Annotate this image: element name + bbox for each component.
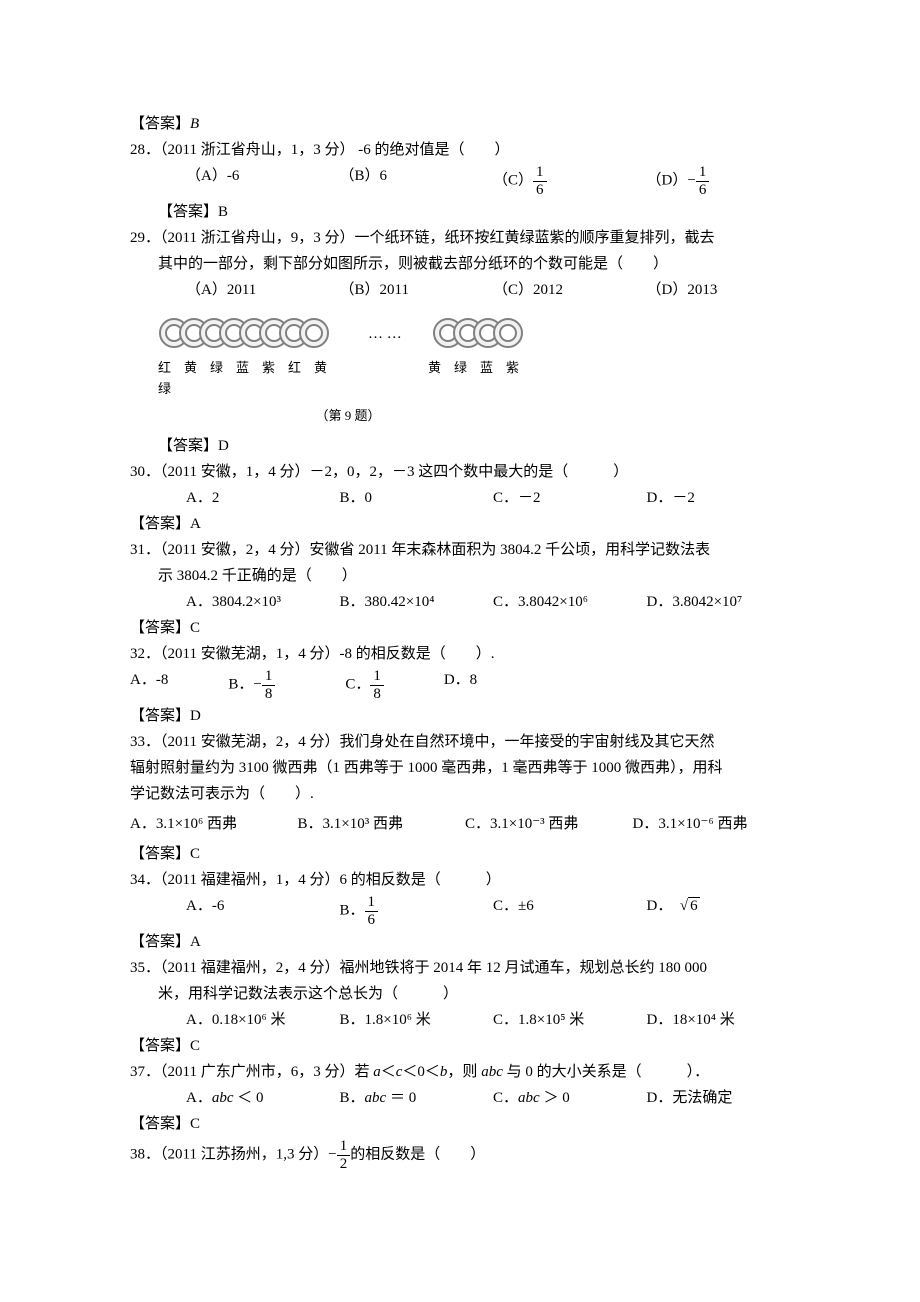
fraction: 16 (533, 164, 547, 198)
answer-34: 【答案】A (130, 930, 800, 954)
right-chain (434, 319, 522, 347)
opt-b: B．16 (340, 894, 494, 928)
q28-options: （A）-6 （B）6 （C）16 （D）−16 (130, 164, 800, 198)
q29-options: （A）2011 （B）2011 （C）2012 （D）2013 (130, 278, 800, 302)
q35-stem2: 米，用科学记数法表示这个总长为（ ） (130, 982, 800, 1006)
q31-stem2: 示 3804.2 千正确的是（ ） (130, 564, 800, 588)
opt-b: B．−18 (228, 668, 275, 702)
opt-d: D．无法确定 (647, 1086, 801, 1110)
q-num: 28． (130, 142, 160, 158)
opt-a: A．-6 (186, 894, 340, 928)
answer-31: 【答案】C (130, 616, 800, 640)
fraction: 16 (696, 164, 710, 198)
answer-37: 【答案】C (130, 1112, 800, 1136)
q33-options: A．3.1×10⁶ 西弗 B．3.1×10³ 西弗 C．3.1×10⁻³ 西弗 … (130, 812, 800, 836)
q32-options: A．-8 B．−18 C．18 D．8 (130, 668, 800, 702)
opt-d: D．8 (444, 668, 477, 702)
opt-d: D．3.1×10⁻⁶ 西弗 (633, 812, 801, 836)
opt-a: （A）-6 (186, 164, 340, 198)
left-labels: 红 黄 绿 蓝 紫 红 黄 绿 (158, 358, 338, 400)
opt-c: （C）16 (493, 164, 647, 198)
opt-a: A．3.1×10⁶ 西弗 (130, 812, 298, 836)
q33-stem: 33．（2011 安徽芜湖，2，4 分）我们身处在自然环境中，一年接受的宇宙射线… (130, 730, 800, 754)
opt-a: A．abc ＜ 0 (186, 1086, 340, 1110)
q-text: （2011 浙江省舟山，1，3 分） -6 的绝对值是（ ） (160, 142, 509, 158)
opt-b: B．1.8×10⁶ 米 (340, 1008, 494, 1032)
opt-c: C．1.8×10⁵ 米 (493, 1008, 647, 1032)
q34-stem: 34．（2011 福建福州，1，4 分）6 的相反数是（ ） (130, 868, 800, 892)
answer-28: 【答案】B (130, 200, 800, 224)
opt-c: C．3.8042×10⁶ (493, 590, 647, 614)
q37-options: A．abc ＜ 0 B．abc ＝ 0 C．abc ＞ 0 D．无法确定 (130, 1086, 800, 1110)
opt-b: B．abc ＝ 0 (340, 1086, 494, 1110)
opt-a: A．0.18×10⁶ 米 (186, 1008, 340, 1032)
q30-stem: 30．（2011 安徽，1，4 分）－2，0，2，－3 这四个数中最大的是（ ） (130, 460, 800, 484)
opt-b: （B）6 (340, 164, 494, 198)
q29-stem2: 其中的一部分，剩下部分如图所示，则被截去部分纸环的个数可能是（ ） (130, 252, 800, 276)
opt-c: C．18 (345, 668, 384, 702)
opt-a: （A）2011 (186, 278, 340, 302)
opt-c: C．abc ＞ 0 (493, 1086, 647, 1110)
q32-stem: 32．（2011 安徽芜湖，1，4 分）-8 的相反数是（ ）. (130, 642, 800, 666)
opt-b: B．0 (340, 486, 494, 510)
answer-27: 【答案】B (130, 112, 800, 136)
answer-letter: B (190, 116, 199, 132)
left-chain (160, 319, 328, 347)
q29-caption: （第 9 题） (158, 406, 538, 427)
q34-options: A．-6 B．16 C．±6 D． 6 (130, 894, 800, 928)
opt-d: D．18×10⁴ 米 (647, 1008, 801, 1032)
ring-chain-svg: … … (158, 308, 658, 358)
opt-a: A．3804.2×10³ (186, 590, 340, 614)
q31-options: A．3804.2×10³ B．380.42×10⁴ C．3.8042×10⁶ D… (130, 590, 800, 614)
opt-b: B．3.1×10³ 西弗 (298, 812, 466, 836)
answer-33: 【答案】C (130, 842, 800, 866)
opt-d: D．3.8042×10⁷ (647, 590, 801, 614)
q30-options: A．2 B．0 C．－2 D．－2 (130, 486, 800, 510)
q33-stem2: 辐射照射量约为 3100 微西弗（1 西弗等于 1000 毫西弗，1 毫西弗等于… (130, 756, 800, 780)
answer-35: 【答案】C (130, 1034, 800, 1058)
opt-c: （C）2012 (493, 278, 647, 302)
answer-32: 【答案】D (130, 704, 800, 728)
opt-d: D． 6 (647, 894, 801, 928)
q35-stem: 35．（2011 福建福州，2，4 分）福州地铁将于 2014 年 12 月试通… (130, 956, 800, 980)
q33-stem3: 学记数法可表示为（ ）. (130, 782, 800, 806)
opt-a: A．-8 (130, 668, 168, 702)
answer-label: 【答案】 (130, 116, 190, 132)
opt-d: D．－2 (647, 486, 801, 510)
opt-c: C．－2 (493, 486, 647, 510)
opt-a: A．2 (186, 486, 340, 510)
q37-stem: 37．（2011 广东广州市，6，3 分）若 a＜c＜0＜b，则 abc 与 0… (130, 1060, 800, 1084)
q28-stem: 28．（2011 浙江省舟山，1，3 分） -6 的绝对值是（ ） (130, 138, 800, 162)
opt-b: （B）2011 (340, 278, 494, 302)
opt-c: C．±6 (493, 894, 647, 928)
dots: … … (368, 326, 402, 342)
opt-c: C．3.1×10⁻³ 西弗 (465, 812, 633, 836)
q35-options: A．0.18×10⁶ 米 B．1.8×10⁶ 米 C．1.8×10⁵ 米 D．1… (130, 1008, 800, 1032)
q38-stem: 38．（2011 江苏扬州，1,3 分）−12的相反数是（ ） (130, 1138, 800, 1172)
answer-30: 【答案】A (130, 512, 800, 536)
q31-stem: 31．（2011 安徽，2，4 分）安徽省 2011 年末森林面积为 3804.… (130, 538, 800, 562)
opt-d: （D）−16 (647, 164, 801, 198)
q29-stem: 29．（2011 浙江省舟山，9，3 分）一个纸环链，纸环按红黄绿蓝紫的顺序重复… (130, 226, 800, 250)
dot-icon (628, 470, 634, 476)
right-labels: 黄 绿 蓝 紫 (428, 358, 519, 400)
opt-b: B．380.42×10⁴ (340, 590, 494, 614)
q-num: 29． (130, 230, 160, 246)
answer-29: 【答案】D (130, 434, 800, 458)
sqrt-icon: 6 (680, 894, 700, 918)
q29-figure: … … 红 黄 绿 蓝 紫 红 黄 绿 黄 绿 蓝 紫 (130, 308, 800, 400)
opt-d: （D）2013 (647, 278, 801, 302)
